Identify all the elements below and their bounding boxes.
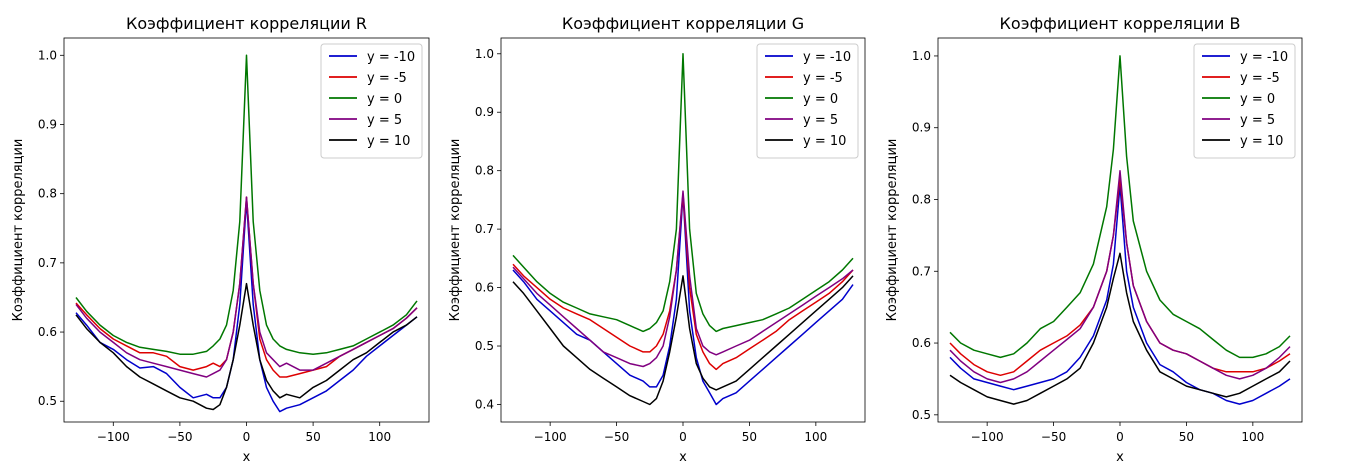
legend: y = -10 y = -5 y = 0 y = 5 y = 10 [756, 43, 859, 159]
x-tick-label: 0 [1116, 430, 1124, 444]
y-tick-label: 0.7 [38, 256, 57, 270]
x-tick-label: −100 [971, 430, 1004, 444]
y-tick-label: 1.0 [912, 49, 931, 63]
x-tick-label: 100 [804, 430, 827, 444]
y-tick-label: 0.9 [475, 105, 494, 119]
legend-label: y = 5 [1240, 113, 1275, 128]
legend-box [756, 43, 859, 159]
x-tick-label: −50 [604, 430, 629, 444]
legend-label: y = 0 [1240, 92, 1275, 107]
y-tick-label: 1.0 [38, 48, 57, 62]
y-tick-label: 0.9 [912, 121, 931, 135]
y-axis-label: Коэффициент корреляции [448, 139, 463, 322]
x-tick-label: 50 [1179, 430, 1194, 444]
series-line [512, 53, 854, 333]
chart-title: Коэффициент корреляции B [1000, 14, 1241, 33]
legend: y = -10 y = -5 y = 0 y = 5 y = 10 [1193, 43, 1296, 159]
x-tick-label: −100 [534, 430, 567, 444]
x-tick-label: 100 [1241, 430, 1264, 444]
series-line [949, 170, 1291, 384]
x-tick-label: 50 [305, 430, 320, 444]
chart-panel-3: Коэффициент корреляции B −100 −50 0 50 100 0.5… [885, 14, 1303, 465]
y-tick-label: 0.5 [475, 339, 494, 353]
series-line [949, 177, 1291, 377]
x-axis-label: x [1116, 450, 1124, 465]
legend-label: y = 5 [367, 113, 402, 128]
legend-label: y = -5 [367, 71, 407, 86]
chart-title: Коэффициент корреляции G [562, 14, 804, 33]
x-tick-label: −50 [1041, 430, 1066, 444]
legend-box [320, 43, 423, 159]
legend-label: y = -5 [803, 71, 843, 86]
legend: y = -10 y = -5 y = 0 y = 5 y = 10 [320, 43, 423, 159]
y-tick-label: 0.6 [912, 336, 931, 350]
y-tick-label: 0.8 [912, 192, 931, 206]
y-axis-label: Коэффициент корреляции [885, 139, 900, 322]
series-line [75, 199, 418, 413]
legend-label: y = 0 [803, 92, 838, 107]
chart-title: Коэффициент корреляции R [126, 14, 367, 33]
x-tick-label: 50 [742, 430, 757, 444]
x-tick-label: 0 [243, 430, 251, 444]
y-tick-label: 0.9 [38, 117, 57, 131]
y-tick-label: 0.7 [912, 264, 931, 278]
series-line [75, 282, 418, 411]
y-tick-label: 0.5 [912, 408, 931, 422]
y-tick-label: 0.8 [38, 187, 57, 201]
series-line [75, 54, 418, 355]
legend-label: y = 5 [803, 113, 838, 128]
series-line [75, 196, 418, 378]
y-tick-label: 0.4 [475, 397, 494, 411]
legend-box [1193, 43, 1296, 159]
y-tick-label: 0.8 [475, 164, 494, 178]
x-axis-label: x [243, 450, 251, 465]
legend-label: y = -10 [803, 50, 851, 65]
legend-label: y = 10 [1240, 134, 1283, 149]
legend-label: y = 10 [803, 134, 846, 149]
chart-panel-1: Коэффициент корреляции R −100 −50 0 50 100 0.5… [11, 14, 430, 465]
y-tick-label: 0.7 [475, 222, 494, 236]
y-tick-label: 0.6 [475, 281, 494, 295]
series-line [949, 252, 1291, 405]
series-line [512, 275, 854, 406]
y-tick-label: 1.0 [475, 47, 494, 61]
legend-label: y = -5 [1240, 71, 1280, 86]
legend-label: y = -10 [1240, 50, 1288, 65]
x-tick-label: 0 [679, 430, 687, 444]
legend-label: y = 0 [367, 92, 402, 107]
y-tick-label: 0.6 [38, 325, 57, 339]
legend-label: y = 10 [367, 134, 410, 149]
y-axis-label: Коэффициент корреляции [11, 139, 26, 322]
series-line [949, 55, 1291, 359]
y-tick-label: 0.5 [38, 394, 57, 408]
x-tick-label: −50 [167, 430, 192, 444]
chart-panel-2: Коэффициент корреляции G −100 −50 0 50 100 0.4… [448, 14, 866, 465]
x-axis-label: x [679, 450, 687, 465]
x-tick-label: −100 [97, 430, 130, 444]
x-tick-label: 100 [368, 430, 391, 444]
series-line [512, 190, 854, 368]
legend-label: y = -10 [367, 50, 415, 65]
